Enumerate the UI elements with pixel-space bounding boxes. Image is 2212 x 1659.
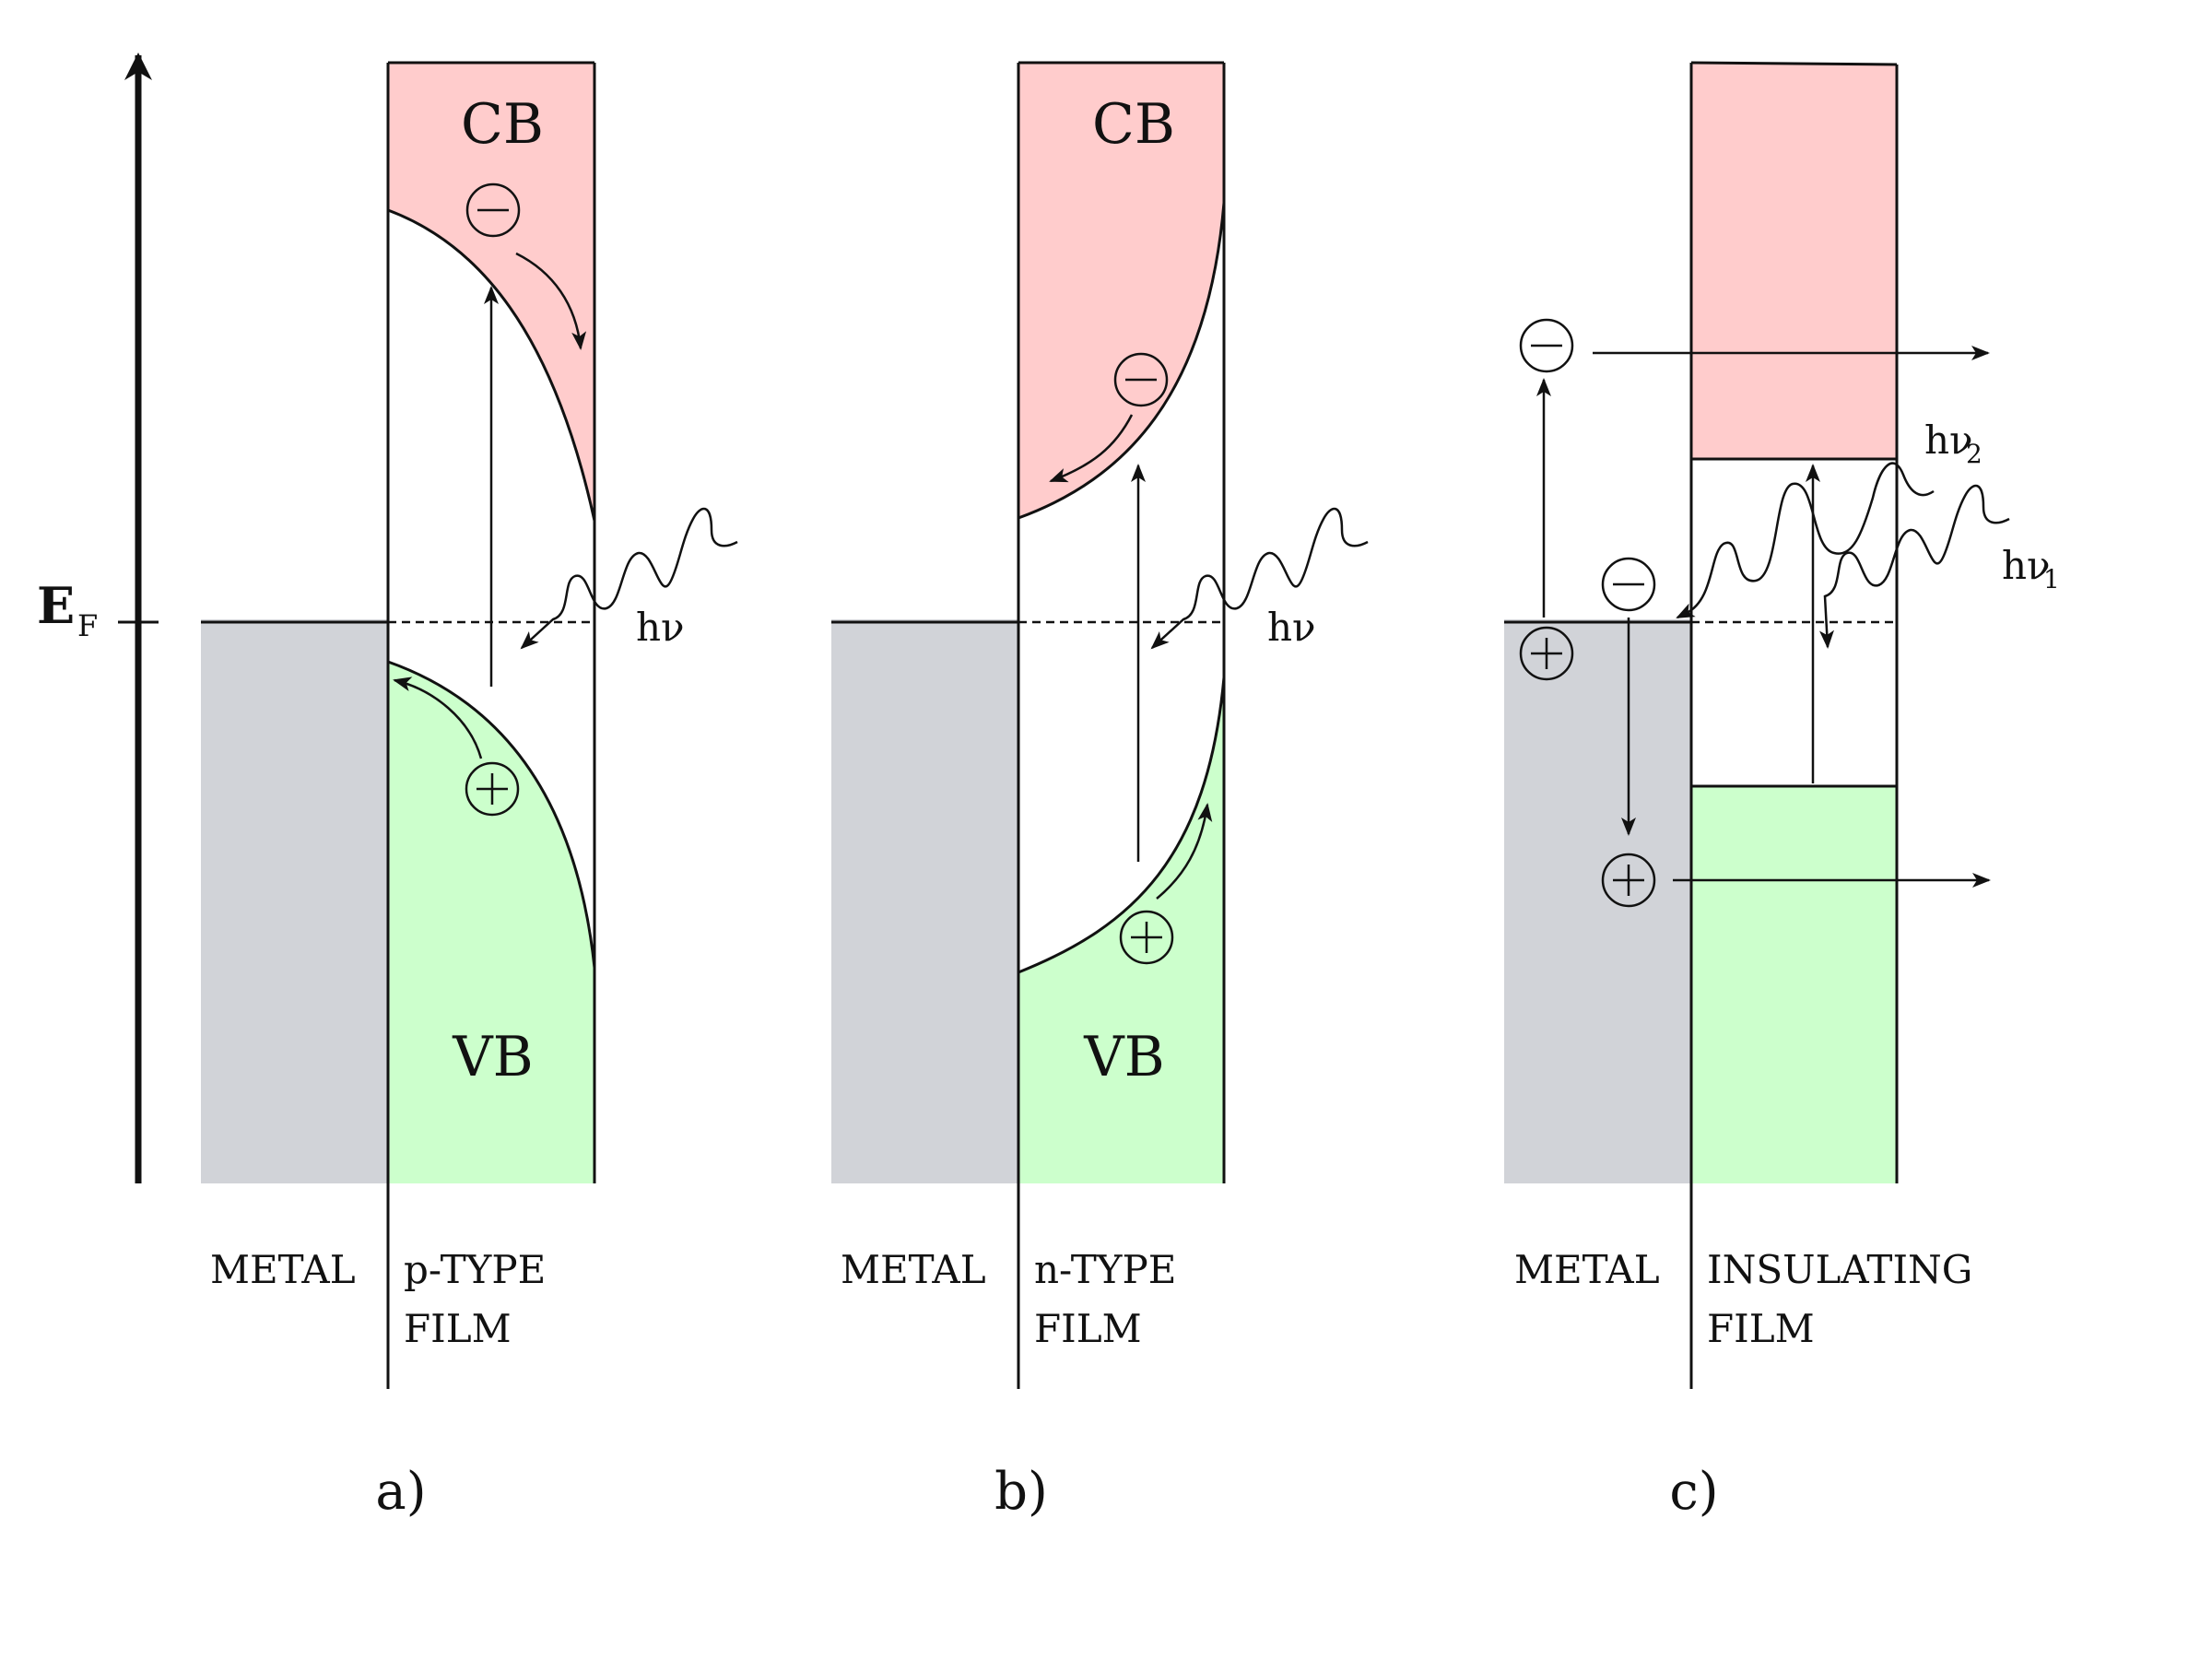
photon1-subscript: 1: [2043, 564, 2060, 594]
film-label-line2: FILM: [1707, 1306, 1815, 1351]
metal-region: [1504, 619, 1691, 1183]
cb-label: CB: [1092, 92, 1175, 157]
photon1-label: hν: [2002, 543, 2051, 588]
conduction-band: [1018, 63, 1224, 518]
photon2-label: hν: [1924, 418, 1973, 463]
metal-label: METAL: [841, 1247, 986, 1292]
electron-circle: [465, 182, 521, 238]
panel-caption: a): [375, 1462, 426, 1522]
film-label-line2: FILM: [404, 1306, 512, 1351]
cb-edge: [387, 208, 596, 522]
film-label-line2: FILM: [1034, 1306, 1142, 1351]
cb-label: CB: [461, 92, 544, 157]
electron-circle-metal: [1601, 557, 1656, 612]
hole-circle: [465, 761, 520, 817]
vb-label: VB: [1083, 1025, 1164, 1089]
fermi-label: E: [37, 576, 75, 635]
photon-wave-1: [1819, 484, 2010, 649]
hole-drift-arrow: [1156, 803, 1213, 900]
photon-label: hν: [1267, 605, 1316, 650]
photon-wave-2: [1676, 462, 1935, 619]
film-label-line1: p-TYPE: [404, 1247, 546, 1292]
hole-circle-injected: [1601, 853, 1656, 908]
film-label-line1: n-TYPE: [1034, 1247, 1176, 1292]
film-label-line1: INSULATING: [1707, 1247, 1972, 1292]
vb-edge: [1018, 677, 1226, 974]
valence-band: [388, 662, 594, 1183]
electron-circle: [1113, 352, 1169, 407]
panel-a: CB VB hν METAL p-TYPE FILM a): [201, 61, 738, 1522]
metal-label: METAL: [210, 1247, 356, 1292]
photon-wave: [1150, 507, 1369, 650]
panel-b: CB VB hν METAL n-TYPE FILM b): [831, 61, 1369, 1522]
metal-region: [831, 619, 1018, 1183]
electron-circle-emitted: [1519, 318, 1574, 373]
electron-drift-arrow: [515, 252, 587, 350]
cb-edge: [1018, 202, 1226, 520]
hole-circle: [1119, 910, 1174, 965]
energy-axis: E F: [37, 53, 159, 1183]
panel-caption: c): [1669, 1462, 1718, 1522]
hole-drift-arrow: [393, 677, 483, 759]
conduction-band: [388, 63, 594, 521]
metal-region: [201, 619, 388, 1183]
electron-drift-arrow: [1049, 414, 1134, 483]
film-top-edge: [1690, 61, 1898, 66]
metal-label: METAL: [1514, 1247, 1660, 1292]
fermi-label-subscript: F: [77, 608, 98, 643]
photon-wave: [520, 507, 738, 650]
panel-c: hν 2 hν 1 METAL INSULATING FILM c): [1504, 61, 2060, 1522]
photon2-subscript: 2: [1966, 439, 1983, 469]
valence-band: [1691, 786, 1897, 1183]
vb-label: VB: [452, 1025, 533, 1089]
photon-label: hν: [636, 605, 685, 650]
panel-caption: b): [994, 1462, 1048, 1522]
conduction-band: [1691, 63, 1897, 459]
hole-circle-metal: [1519, 626, 1574, 681]
vb-edge: [387, 660, 596, 969]
